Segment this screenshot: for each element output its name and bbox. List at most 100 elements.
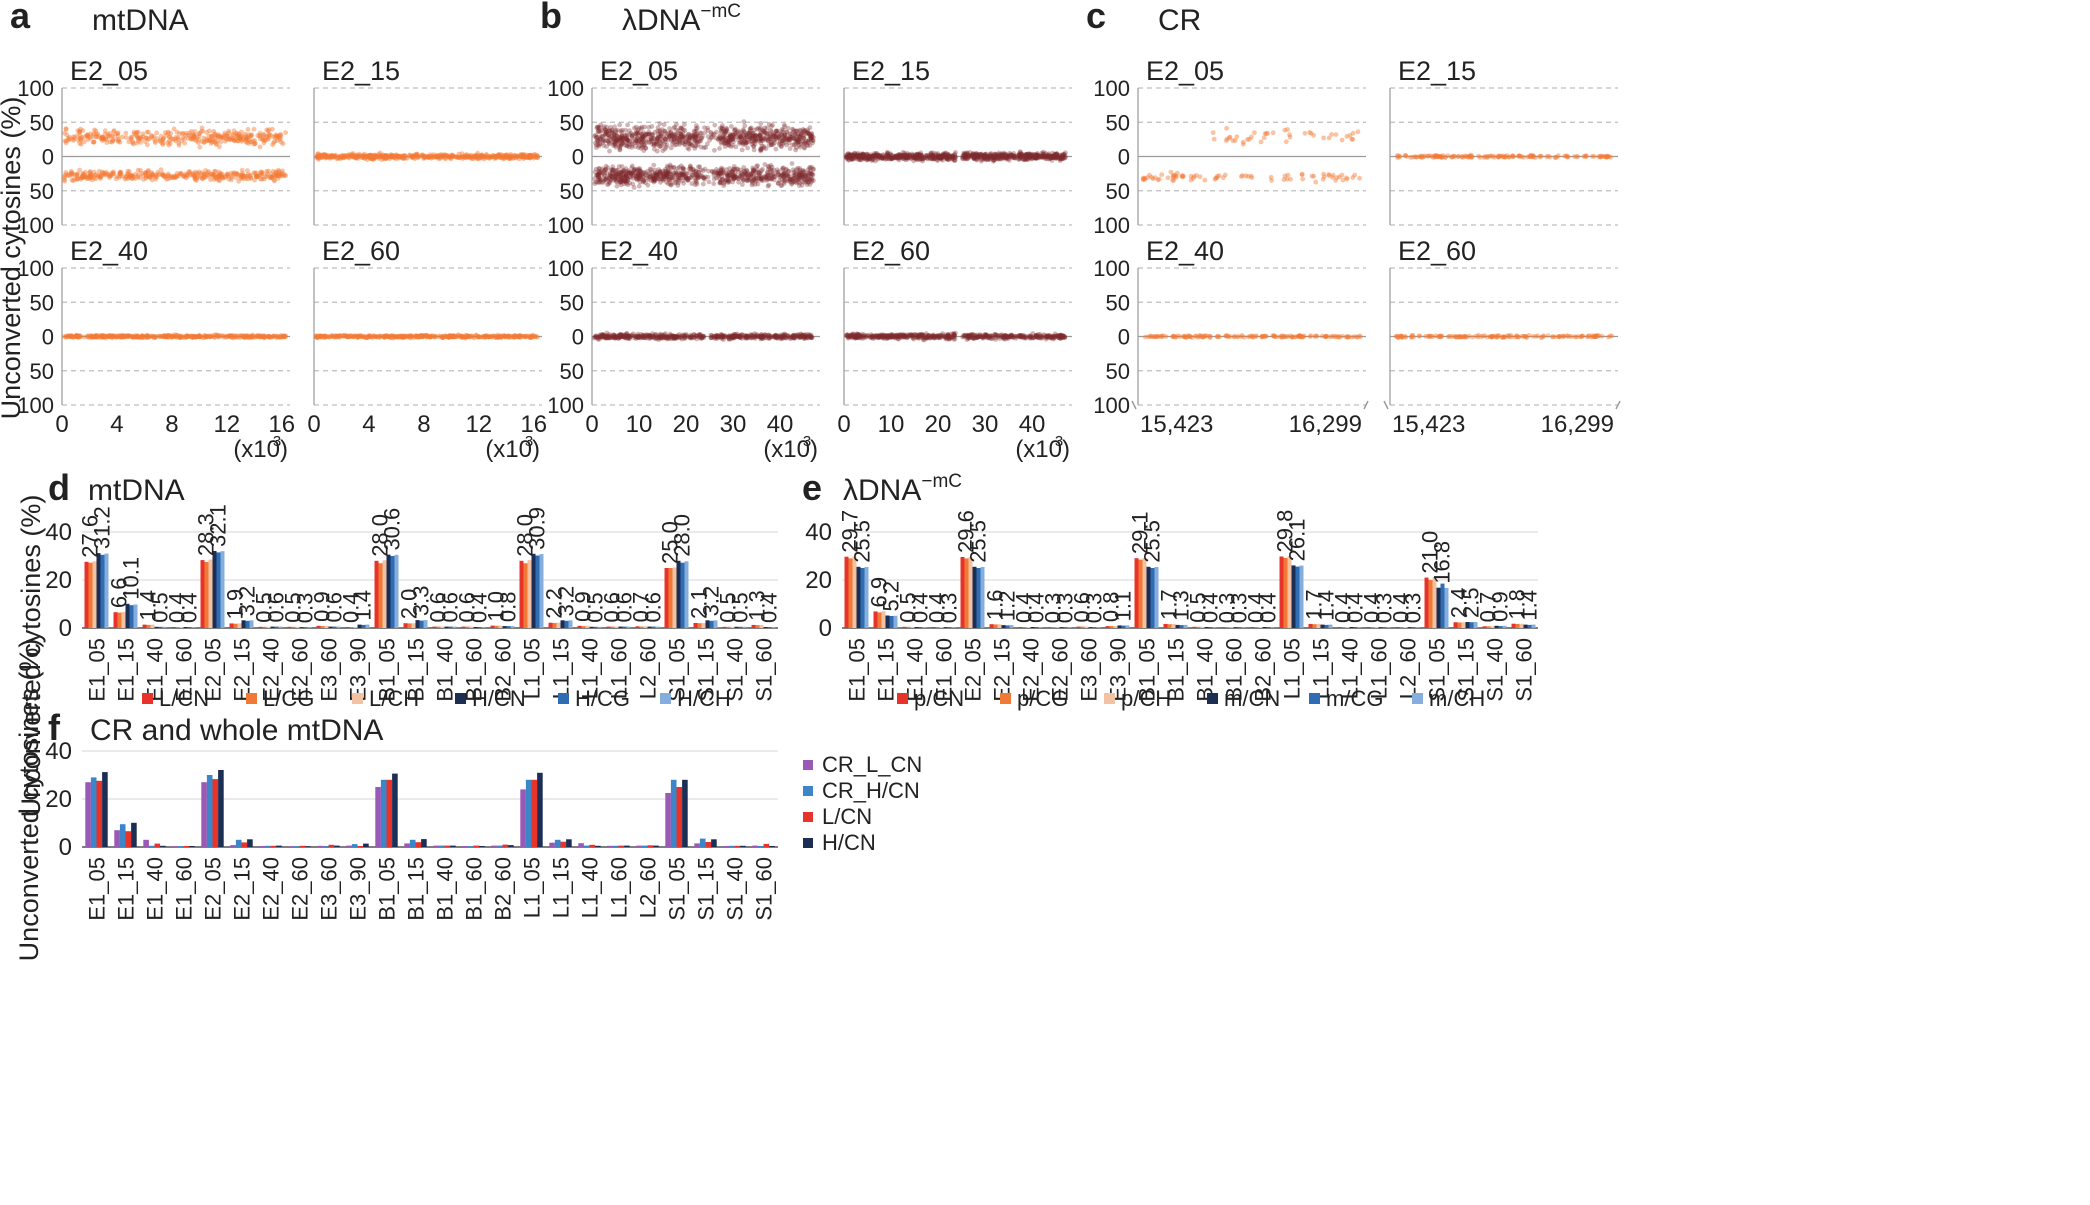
- data-point: [163, 133, 169, 138]
- data-point: [371, 154, 377, 160]
- data-point: [522, 154, 528, 160]
- data-point: [92, 175, 97, 181]
- data-point: [320, 154, 325, 160]
- data-point: [212, 139, 218, 145]
- data-point: [257, 133, 263, 138]
- data-point: [80, 171, 86, 177]
- data-point: [78, 136, 84, 142]
- data-point: [434, 154, 439, 160]
- data-point: [87, 174, 93, 180]
- data-point: [108, 334, 113, 340]
- data-point: [350, 154, 356, 160]
- data-point: [245, 126, 251, 132]
- data-point: [258, 169, 263, 175]
- data-point: [90, 134, 95, 139]
- data-point: [149, 134, 154, 140]
- data-point: [781, 181, 787, 186]
- data-point: [709, 134, 715, 140]
- data-point: [218, 135, 224, 141]
- data-point: [152, 140, 158, 146]
- data-point: [146, 136, 152, 141]
- data-point: [153, 176, 159, 182]
- data-point: [487, 156, 492, 161]
- data-point: [234, 133, 240, 139]
- data-point: [329, 152, 335, 158]
- data-point: [473, 153, 478, 159]
- data-point: [200, 176, 206, 182]
- data-point: [146, 174, 152, 179]
- data-point: [264, 169, 269, 174]
- data-point: [194, 178, 199, 183]
- data-point: [643, 170, 648, 176]
- data-point: [467, 155, 472, 161]
- data-point: [491, 153, 497, 159]
- data-point: [210, 171, 215, 177]
- data-point: [208, 177, 213, 183]
- data-point: [692, 134, 698, 140]
- data-point: [846, 152, 852, 157]
- data-point: [234, 171, 240, 177]
- data-point: [226, 176, 232, 182]
- data-point: [169, 174, 175, 180]
- data-point: [400, 155, 405, 161]
- data-point: [269, 175, 274, 180]
- data-point: [222, 132, 227, 138]
- data-point: [147, 175, 153, 181]
- data-point: [269, 174, 275, 179]
- data-point: [200, 128, 206, 134]
- data-point: [192, 177, 198, 182]
- data-point: [164, 176, 170, 182]
- data-point: [614, 171, 619, 177]
- data-point: [456, 154, 462, 160]
- data-point: [353, 155, 358, 161]
- data-point: [201, 171, 207, 177]
- data-point: [760, 127, 765, 133]
- data-point: [191, 133, 197, 139]
- data-point: [244, 135, 249, 140]
- data-point: [129, 175, 135, 181]
- data-point: [103, 137, 109, 142]
- data-point: [636, 183, 642, 189]
- data-point: [125, 176, 130, 182]
- data-point: [88, 131, 94, 137]
- data-point: [88, 173, 94, 179]
- data-point: [758, 176, 764, 181]
- subplot-title: E2_40: [600, 236, 678, 266]
- data-point: [177, 131, 183, 136]
- data-point: [258, 172, 264, 178]
- data-point: [445, 154, 451, 160]
- data-point: [117, 169, 123, 175]
- data-point: [152, 172, 158, 178]
- data-point: [197, 144, 203, 150]
- data-point: [278, 171, 284, 177]
- data-point: [765, 173, 771, 178]
- data-point: [651, 135, 657, 141]
- data-point: [518, 153, 524, 159]
- data-point: [179, 138, 185, 144]
- data-point: [1060, 156, 1066, 162]
- data-point: [356, 333, 361, 339]
- data-point: [682, 142, 687, 147]
- data-point: [401, 154, 407, 159]
- data-point: [463, 153, 469, 159]
- data-point: [384, 156, 389, 161]
- data-point: [339, 154, 345, 160]
- data-point: [244, 140, 250, 146]
- data-point: [278, 139, 284, 145]
- x-unit-sup: 3: [273, 433, 281, 450]
- data-point: [207, 171, 213, 177]
- data-point: [1046, 153, 1052, 158]
- data-point: [646, 124, 652, 130]
- data-point: [602, 126, 607, 131]
- data-point: [602, 173, 607, 178]
- data-point: [528, 155, 533, 161]
- data-point: [209, 134, 215, 140]
- data-point: [78, 176, 84, 182]
- data-point: [115, 133, 121, 139]
- data-point: [510, 154, 516, 160]
- data-point: [490, 154, 496, 160]
- data-point: [350, 154, 356, 160]
- data-point: [329, 154, 334, 160]
- data-point: [410, 154, 415, 159]
- data-point: [69, 177, 75, 183]
